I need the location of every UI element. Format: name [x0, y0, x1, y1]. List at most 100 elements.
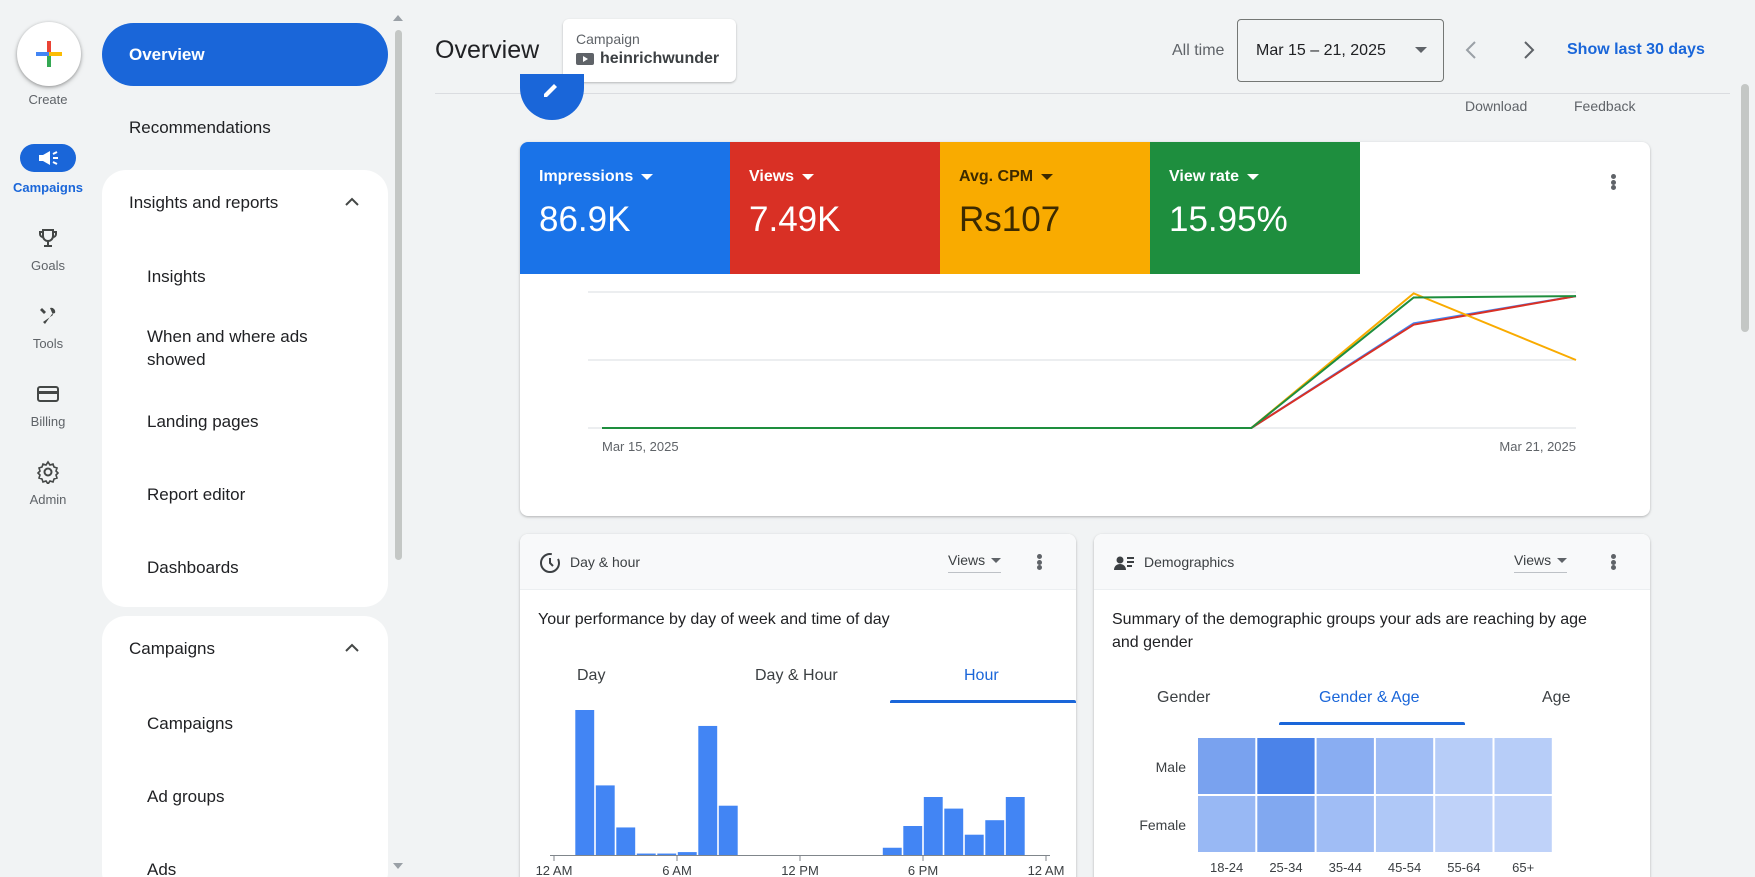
bar — [575, 710, 595, 855]
clock-history-icon — [540, 553, 560, 573]
day-hour-card: Day & hour Views Your performance by day… — [520, 534, 1076, 877]
nav-item-campaigns[interactable]: Campaigns — [147, 714, 233, 733]
tab-day-hour[interactable]: Day & Hour — [755, 667, 838, 684]
pencil-icon — [544, 84, 557, 97]
x-tick-label: 12 AM — [536, 863, 573, 877]
series-line-views — [602, 295, 1577, 429]
heatmap-cell — [1257, 796, 1315, 852]
nav-item-insights[interactable]: Insights — [147, 267, 206, 286]
dropdown-arrow-icon — [1246, 174, 1259, 180]
page-title: Overview — [435, 36, 540, 64]
card-description: Your performance by day of week and time… — [538, 611, 890, 628]
heatmap-cell — [1316, 796, 1374, 852]
main-scrollbar[interactable] — [1741, 84, 1749, 332]
nav-item-recommendations[interactable]: Recommendations — [129, 118, 271, 137]
edit-fab-button[interactable] — [520, 74, 584, 120]
metric-dropdown[interactable]: Views — [1514, 552, 1568, 573]
rail-item-admin[interactable]: Admin — [0, 454, 96, 524]
x-tick-label: 12 AM — [1028, 863, 1065, 877]
hourly-bar-chart: 12 AM 6 AM 12 PM 6 PM 12 AM — [536, 710, 1065, 877]
all-time-label[interactable]: All time — [1172, 42, 1225, 59]
insights-reports-header[interactable]: Insights and reports — [129, 193, 279, 212]
campaigns-group: Campaigns Campaigns Ad groups Ads — [102, 616, 388, 877]
metric-name: View rate — [1169, 168, 1239, 185]
metric-tile-avg-cpm[interactable]: Avg. CPM Rs107 — [940, 142, 1150, 274]
chevron-up-icon[interactable] — [344, 194, 360, 210]
bar — [595, 785, 615, 855]
side-navigation: Overview Recommendations Insights and re… — [96, 0, 406, 877]
tab-gender-age[interactable]: Gender & Age — [1319, 689, 1420, 706]
rail-item-tools[interactable]: Tools — [0, 298, 96, 368]
card-header: Demographics Views — [1094, 534, 1650, 590]
tab-day[interactable]: Day — [577, 667, 606, 684]
date-range-selector[interactable]: Mar 15 – 21, 2025 — [1237, 19, 1444, 82]
nav-item-ad-groups[interactable]: Ad groups — [147, 787, 225, 806]
nav-item-dashboards[interactable]: Dashboards — [147, 558, 239, 577]
rail-item-goals[interactable]: Goals — [0, 220, 96, 290]
create-button[interactable] — [17, 22, 81, 86]
navigation-rail: Create Campaigns Goals Tools Billing — [0, 0, 96, 877]
more-options-icon[interactable] — [1610, 550, 1616, 574]
nav-item-overview[interactable]: Overview — [102, 23, 388, 86]
metric-dropdown-value: Views — [948, 552, 986, 568]
series-line-impressions — [602, 295, 1577, 429]
heatmap-cell — [1375, 738, 1434, 794]
scroll-up-arrow-icon[interactable] — [393, 14, 403, 22]
series-line-view-rate — [602, 295, 1577, 429]
show-last-30-days-link[interactable]: Show last 30 days — [1567, 41, 1705, 58]
metric-dropdown-value: Views — [1514, 552, 1552, 568]
more-options-icon[interactable] — [1610, 170, 1616, 194]
chevron-right-icon[interactable] — [1516, 38, 1540, 62]
tab-age[interactable]: Age — [1542, 689, 1571, 706]
chevron-left-icon[interactable] — [1460, 38, 1484, 62]
rail-label: Admin — [29, 492, 67, 507]
metric-tile-impressions[interactable]: Impressions 86.9K — [520, 142, 730, 274]
x-tick-label: 12 PM — [781, 863, 819, 877]
heatmap-cell — [1198, 796, 1256, 852]
metric-tile-view-rate[interactable]: View rate 15.95% — [1150, 142, 1360, 274]
series-line-avg-cpm — [602, 292, 1577, 429]
scroll-down-arrow-icon[interactable] — [393, 862, 403, 870]
performance-chart-card: Impressions 86.9K Views 7.49K Avg. CPM R… — [520, 142, 1650, 516]
download-button[interactable]: Download — [1465, 98, 1528, 114]
card-description-line: Summary of the demographic groups your a… — [1112, 611, 1587, 628]
rail-label: Campaigns — [12, 180, 84, 195]
metric-name: Views — [749, 168, 795, 185]
dropdown-arrow-icon — [1557, 557, 1568, 563]
metric-value: Rs107 — [959, 200, 1061, 239]
nav-item-ads[interactable]: Ads — [147, 860, 177, 877]
card-header: Day & hour Views — [520, 534, 1076, 590]
nav-item-landing-pages[interactable]: Landing pages — [147, 412, 259, 431]
gear-icon — [28, 458, 68, 486]
demographics-heatmap: Male Female 18-24 25-34 35-44 45-54 55-64 65+ — [1139, 738, 1552, 875]
rail-item-campaigns[interactable]: Campaigns — [0, 142, 96, 212]
bar — [882, 847, 902, 855]
bar — [698, 725, 718, 855]
bar — [1005, 797, 1025, 855]
rail-item-billing[interactable]: Billing — [0, 376, 96, 446]
feedback-button[interactable]: Feedback — [1574, 98, 1636, 114]
video-camera-icon — [576, 53, 594, 65]
tab-hour[interactable]: Hour — [964, 667, 999, 684]
tab-gender[interactable]: Gender — [1157, 689, 1211, 706]
metric-tile-views[interactable]: Views 7.49K — [730, 142, 940, 274]
heatmap-cell — [1494, 738, 1552, 794]
metric-value: 7.49K — [749, 200, 841, 239]
heatmap-cell — [1435, 796, 1493, 852]
x-tick-label: Mar 21, 2025 — [1499, 439, 1576, 454]
bar — [944, 808, 964, 855]
column-label: 55-64 — [1447, 860, 1480, 875]
heatmap-cell — [1435, 738, 1493, 794]
nav-item-report-editor[interactable]: Report editor — [147, 485, 246, 504]
heatmap-cell — [1375, 796, 1434, 852]
metric-dropdown[interactable]: Views — [948, 552, 1002, 573]
nav-item-when-where-ads-showed[interactable]: When and where ads showed — [147, 327, 308, 369]
x-tick-label: 6 PM — [908, 863, 938, 877]
nav-scrollbar[interactable] — [395, 30, 402, 560]
chevron-up-icon[interactable] — [344, 640, 360, 656]
dropdown-arrow-icon — [641, 174, 654, 180]
campaigns-group-header[interactable]: Campaigns — [129, 639, 215, 658]
heatmap-cell — [1316, 738, 1374, 794]
more-options-icon[interactable] — [1036, 550, 1042, 574]
campaign-selector[interactable]: Campaign heinrichwunder — [563, 19, 736, 82]
